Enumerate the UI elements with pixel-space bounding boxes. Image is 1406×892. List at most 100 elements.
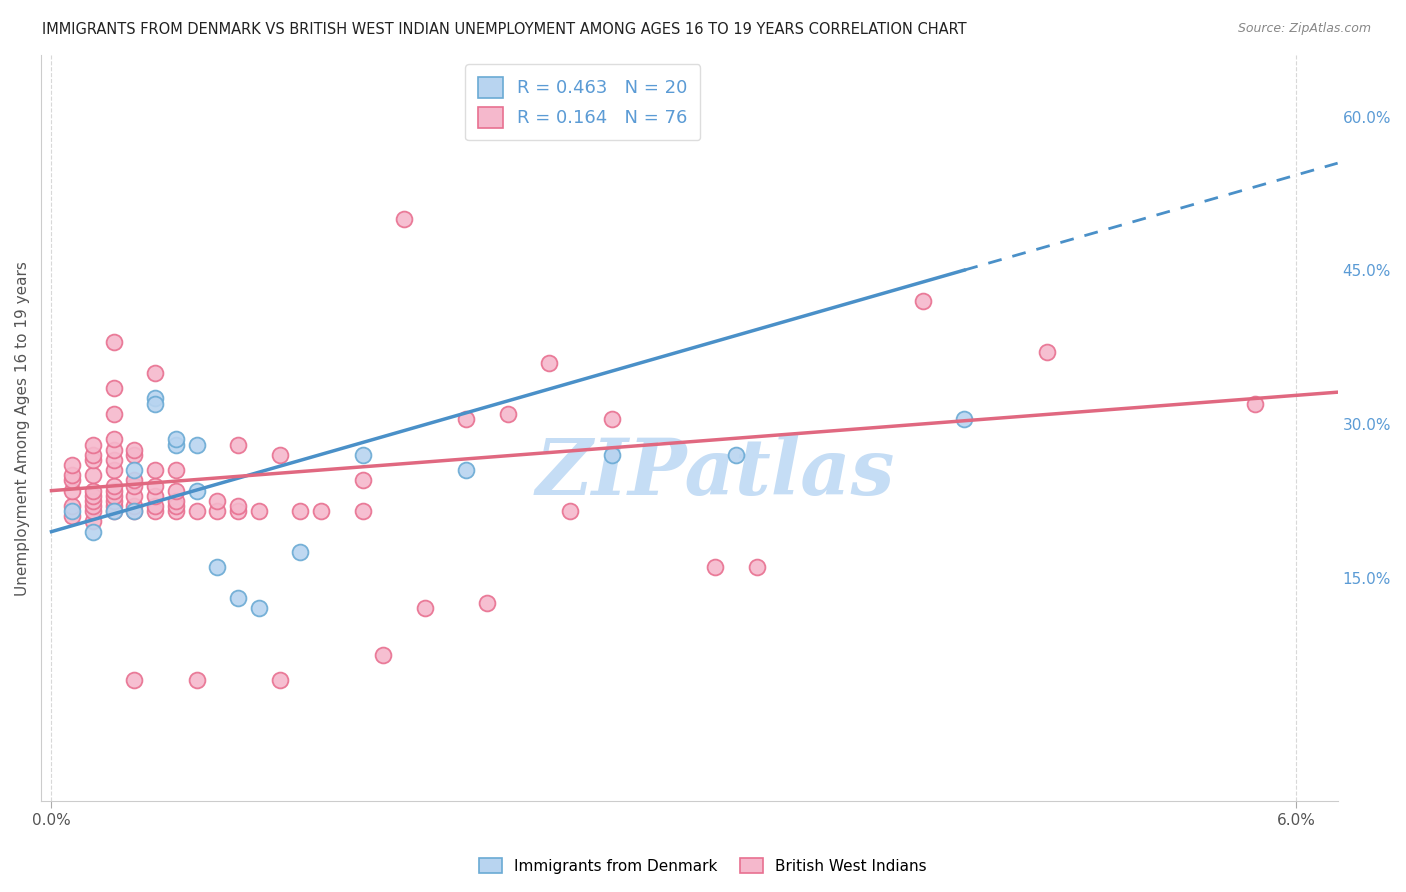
- Point: [124, 478, 146, 492]
- Legend: R = 0.463   N = 20, R = 0.164   N = 76: R = 0.463 N = 20, R = 0.164 N = 76: [465, 64, 700, 140]
- Point: [103, 489, 125, 503]
- Point: [103, 453, 125, 467]
- Point: [60, 504, 83, 518]
- Point: [953, 412, 976, 426]
- Point: [496, 407, 519, 421]
- Point: [392, 212, 415, 227]
- Point: [456, 463, 478, 477]
- Point: [82, 489, 104, 503]
- Point: [103, 483, 125, 498]
- Point: [165, 463, 187, 477]
- Point: [82, 524, 104, 539]
- Point: [103, 442, 125, 457]
- Point: [60, 468, 83, 483]
- Point: [207, 560, 229, 574]
- Point: [82, 515, 104, 529]
- Point: [600, 412, 623, 426]
- Point: [1243, 396, 1265, 410]
- Point: [600, 448, 623, 462]
- Point: [124, 504, 146, 518]
- Point: [103, 504, 125, 518]
- Point: [352, 448, 374, 462]
- Point: [269, 673, 291, 688]
- Point: [226, 504, 249, 518]
- Point: [124, 499, 146, 513]
- Point: [247, 601, 270, 615]
- Point: [60, 474, 83, 488]
- Point: [186, 483, 208, 498]
- Legend: Immigrants from Denmark, British West Indians: Immigrants from Denmark, British West In…: [472, 852, 934, 880]
- Point: [124, 463, 146, 477]
- Text: IMMIGRANTS FROM DENMARK VS BRITISH WEST INDIAN UNEMPLOYMENT AMONG AGES 16 TO 19 : IMMIGRANTS FROM DENMARK VS BRITISH WEST …: [42, 22, 967, 37]
- Point: [704, 560, 727, 574]
- Point: [60, 499, 83, 513]
- Point: [124, 448, 146, 462]
- Point: [475, 596, 498, 610]
- Point: [456, 412, 478, 426]
- Point: [143, 478, 166, 492]
- Text: Source: ZipAtlas.com: Source: ZipAtlas.com: [1237, 22, 1371, 36]
- Point: [103, 407, 125, 421]
- Point: [290, 545, 312, 559]
- Point: [911, 294, 934, 309]
- Y-axis label: Unemployment Among Ages 16 to 19 years: Unemployment Among Ages 16 to 19 years: [15, 260, 30, 596]
- Point: [165, 504, 187, 518]
- Point: [103, 433, 125, 447]
- Point: [103, 463, 125, 477]
- Point: [352, 504, 374, 518]
- Point: [143, 504, 166, 518]
- Point: [226, 591, 249, 606]
- Point: [143, 489, 166, 503]
- Point: [165, 437, 187, 451]
- Point: [143, 499, 166, 513]
- Point: [124, 442, 146, 457]
- Point: [309, 504, 332, 518]
- Point: [124, 489, 146, 503]
- Point: [143, 463, 166, 477]
- Point: [60, 458, 83, 472]
- Point: [82, 483, 104, 498]
- Point: [82, 504, 104, 518]
- Point: [124, 673, 146, 688]
- Point: [143, 396, 166, 410]
- Point: [103, 499, 125, 513]
- Point: [60, 509, 83, 524]
- Point: [538, 355, 561, 369]
- Text: ZIPatlas: ZIPatlas: [536, 434, 896, 511]
- Point: [82, 437, 104, 451]
- Point: [82, 499, 104, 513]
- Point: [82, 448, 104, 462]
- Point: [165, 499, 187, 513]
- Point: [186, 504, 208, 518]
- Point: [247, 504, 270, 518]
- Point: [143, 366, 166, 380]
- Point: [103, 334, 125, 349]
- Point: [82, 468, 104, 483]
- Point: [186, 437, 208, 451]
- Point: [725, 448, 748, 462]
- Point: [103, 478, 125, 492]
- Point: [226, 437, 249, 451]
- Point: [124, 504, 146, 518]
- Point: [207, 504, 229, 518]
- Point: [60, 483, 83, 498]
- Point: [124, 474, 146, 488]
- Point: [373, 648, 395, 662]
- Point: [165, 483, 187, 498]
- Point: [186, 673, 208, 688]
- Point: [165, 433, 187, 447]
- Point: [226, 499, 249, 513]
- Point: [745, 560, 768, 574]
- Point: [558, 504, 581, 518]
- Point: [352, 474, 374, 488]
- Point: [82, 494, 104, 508]
- Point: [165, 494, 187, 508]
- Point: [207, 494, 229, 508]
- Point: [413, 601, 436, 615]
- Point: [1036, 345, 1059, 359]
- Point: [143, 392, 166, 406]
- Point: [103, 494, 125, 508]
- Point: [103, 504, 125, 518]
- Point: [290, 504, 312, 518]
- Point: [269, 448, 291, 462]
